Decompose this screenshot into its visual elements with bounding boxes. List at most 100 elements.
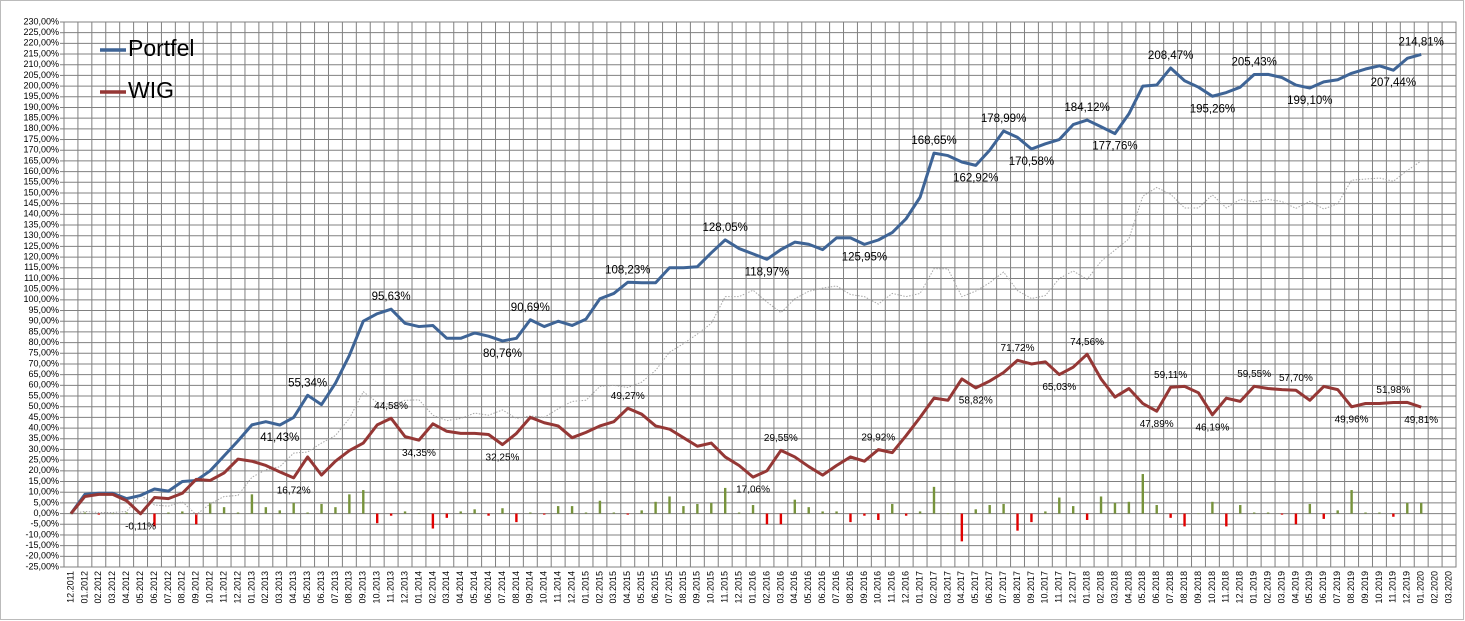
y-tick-label: 215,00% (23, 48, 59, 58)
series-line (69, 53, 1422, 515)
bar (1030, 513, 1033, 523)
bar (1420, 502, 1423, 514)
bar (904, 513, 908, 516)
bar (765, 513, 769, 525)
data-label: 74,56% (1070, 337, 1104, 348)
x-tick-label: 07.2016 (831, 571, 841, 604)
bar (1169, 513, 1172, 518)
x-tick-label: 01.2013 (246, 571, 256, 604)
y-tick-label: 210,00% (23, 59, 59, 69)
y-tick-label: 225,00% (23, 27, 59, 37)
data-label: 118,97% (745, 266, 790, 278)
y-tick-label: -15,00% (25, 540, 59, 550)
bar (696, 503, 699, 514)
x-tick-label: 07.2012 (163, 571, 173, 604)
x-tick-label: 09.2017 (1026, 571, 1036, 604)
x-tick-label: 10.2015 (706, 571, 716, 604)
bar (710, 502, 713, 514)
bar (208, 502, 212, 514)
bar (1072, 506, 1075, 514)
y-tick-label: 130,00% (23, 230, 59, 240)
data-label: 29,92% (861, 432, 895, 443)
x-tick-label: 04.2012 (121, 571, 131, 604)
data-label: -0,11% (125, 521, 156, 532)
x-tick-label: 03.2013 (274, 571, 284, 604)
bar (737, 512, 741, 514)
bar (570, 506, 574, 514)
y-tick-label: 35,00% (28, 433, 59, 443)
data-label: 29,55% (764, 433, 798, 444)
x-tick-label: 12.2012 (232, 571, 242, 604)
y-tick-label: 90,00% (28, 316, 59, 326)
bar (389, 513, 393, 516)
x-tick-label: 06.2019 (1318, 571, 1328, 604)
x-tick-label: 05.2012 (135, 571, 145, 604)
x-tick-label: 08.2016 (845, 571, 855, 604)
bar (1127, 501, 1131, 514)
bar (1155, 505, 1158, 514)
y-tick-label: 160,00% (23, 166, 59, 176)
bar (306, 512, 309, 514)
data-label: 80,76% (483, 348, 522, 360)
x-tick-label: 05.2019 (1304, 571, 1314, 604)
x-tick-label: 12.2019 (1402, 571, 1412, 604)
data-label: 51,98% (1376, 385, 1410, 396)
x-tick-label: 08.2015 (678, 571, 688, 604)
y-tick-label: 165,00% (23, 155, 59, 165)
bar (222, 507, 226, 514)
bar (529, 512, 532, 514)
x-tick-label: 05.2018 (1137, 571, 1147, 604)
bar (473, 509, 476, 514)
y-tick-label: 45,00% (28, 412, 59, 422)
x-tick-label: 08.2018 (1179, 571, 1189, 604)
data-label: 162,92% (953, 172, 998, 184)
bar (376, 513, 379, 524)
y-tick-label: 80,00% (28, 337, 59, 347)
bar (181, 511, 184, 514)
x-tick-label: 10.2013 (372, 571, 382, 604)
bar (264, 507, 268, 514)
data-label: 57,70% (1279, 373, 1313, 384)
bar (1392, 513, 1395, 517)
data-label: 55,34% (288, 377, 327, 389)
bar (932, 486, 936, 514)
x-tick-label: 08.2013 (344, 571, 354, 604)
bar (250, 494, 254, 514)
x-tick-label: 07.2014 (497, 571, 507, 604)
bar (348, 494, 351, 514)
x-tick-label: 07.2018 (1165, 571, 1175, 604)
bar (445, 513, 448, 518)
bar (362, 490, 365, 514)
x-tick-label: 09.2019 (1360, 571, 1370, 604)
x-tick-label: 05.2016 (803, 571, 813, 604)
legend-label: Portfel (128, 35, 194, 61)
data-label: 214,81% (1398, 36, 1443, 48)
x-tick-label: 10.2016 (873, 571, 883, 604)
bar (1225, 513, 1228, 527)
bar (891, 503, 894, 514)
y-tick-label: 0,00% (33, 508, 59, 518)
x-tick-label: 06.2016 (817, 571, 827, 604)
bar (849, 513, 852, 523)
bar (83, 512, 87, 514)
x-tick-label: 02.2018 (1095, 571, 1105, 604)
y-tick-label: -5,00% (30, 519, 59, 529)
data-label: 184,12% (1064, 102, 1109, 114)
x-tick-label: 01.2015 (580, 571, 590, 604)
bar (278, 510, 281, 514)
bar (640, 510, 643, 514)
bar (97, 513, 100, 515)
data-label: 44,58% (374, 401, 408, 412)
bar (1099, 496, 1103, 514)
x-tick-label: 06.2012 (149, 571, 159, 604)
x-tick-label: 11.2017 (1054, 571, 1064, 603)
x-tick-label: 01.2012 (79, 571, 89, 604)
y-tick-label: 125,00% (23, 241, 59, 251)
bar (1322, 513, 1325, 519)
data-label: 65,03% (1042, 382, 1076, 393)
y-tick-label: 145,00% (23, 198, 59, 208)
x-tick-label: 10.2018 (1207, 571, 1217, 604)
x-tick-label: 03.2014 (441, 571, 451, 604)
y-tick-label: 100,00% (23, 294, 59, 304)
x-tick-label: 02.2020 (1429, 571, 1439, 604)
